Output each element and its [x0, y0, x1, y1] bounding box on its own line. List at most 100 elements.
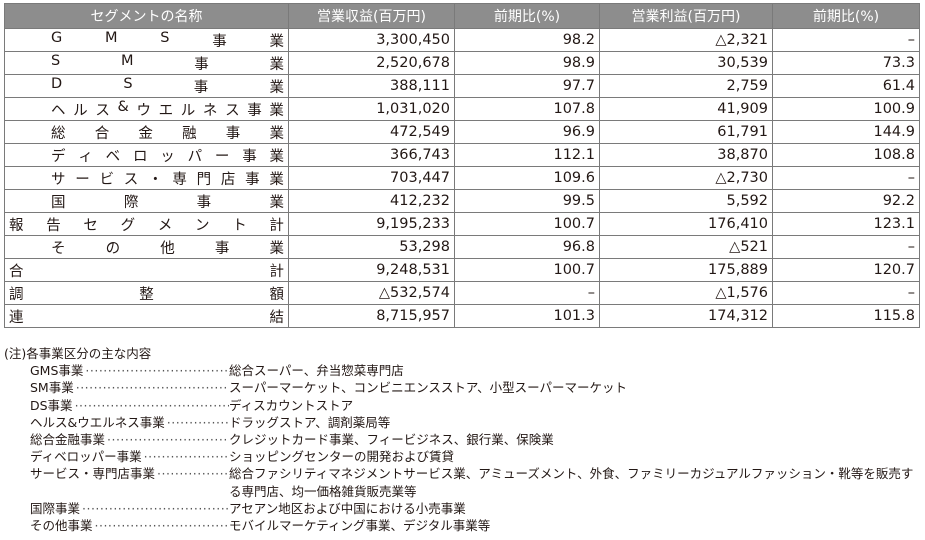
notes-section: (注)各事業区分の主な内容 GMS事業 ·····················…	[2, 345, 922, 534]
profit-yoy-cell: 120.7	[772, 258, 920, 282]
revenue-cell: 53,298	[288, 235, 455, 259]
operating-profit-cell: 176,410	[599, 212, 773, 236]
operating-profit-cell: 175,889	[599, 258, 773, 282]
note-description: 総合ファシリティマネジメントサービス業、アミューズメント、外食、ファミリーカジュ…	[229, 466, 914, 499]
leader-dots: ········································…	[166, 414, 229, 430]
note-description: 総合スーパー、弁当惣菜専門店	[229, 363, 404, 379]
operating-profit-cell: 5,592	[599, 189, 773, 213]
table-row: 総合金融事業 472,549 96.9 61,791 144.9	[4, 120, 920, 144]
table-row: G M S 事業 3,300,450 98.2 △2,321–	[4, 28, 920, 52]
note-item: ディベロッパー事業·······························…	[2, 448, 922, 465]
operating-profit-cell: 30,539	[599, 51, 773, 75]
profit-yoy-cell: 144.9	[772, 120, 920, 144]
note-term: ヘルス&ウエルネス事業	[30, 414, 165, 430]
table-row: D S 事業 388,111 97.7 2,759 61.4	[4, 74, 920, 98]
segment-name-cell: 合計	[4, 258, 289, 282]
note-description: ドラッグストア、調剤薬局等	[229, 414, 391, 430]
header-revenue-yoy: 前期比(%)	[454, 3, 600, 29]
table-row: S M 事業 2,520,678 98.9 30,539 73.3	[4, 51, 920, 75]
leader-dots: ········································…	[143, 449, 229, 465]
revenue-cell: 9,248,531	[288, 258, 455, 282]
note-item: サービス・専門店事業······························…	[2, 465, 922, 499]
operating-profit-cell: 174,312	[599, 304, 773, 328]
note-term-cell: SM事業····································…	[2, 379, 229, 396]
revenue-yoy-cell: 97.7	[454, 74, 600, 98]
table-row: ディベロッパー事業 366,743 112.1 38,870 108.8	[4, 143, 920, 167]
note-item: GMS事業···································…	[2, 362, 922, 379]
note-item: 国際事業····································…	[2, 500, 922, 517]
revenue-cell: 703,447	[288, 166, 455, 190]
table-row: 合計 9,248,531 100.7 175,889 120.7	[4, 258, 920, 282]
segment-name-cell: 調整額	[4, 281, 289, 305]
table-row: 報告セグメント計 9,195,233 100.7 176,410 123.1	[4, 212, 920, 236]
note-term-cell: サービス・専門店事業······························…	[2, 465, 229, 499]
revenue-cell: 9,195,233	[288, 212, 455, 236]
segment-name-cell: 報告セグメント計	[4, 212, 289, 236]
segment-name: 調整額	[9, 286, 284, 303]
revenue-cell: 1,031,020	[288, 97, 455, 121]
profit-yoy-cell: –	[772, 235, 920, 259]
table-row: 国際事業 412,232 99.5 5,592 92.2	[4, 189, 920, 213]
segment-name: 合計	[9, 263, 284, 280]
segment-name: 連結	[9, 309, 284, 326]
profit-yoy-cell: –	[772, 28, 920, 52]
header-revenue: 営業収益(百万円)	[288, 3, 455, 29]
note-term: GMS事業	[30, 363, 84, 379]
segment-table: セグメントの名称 営業収益(百万円) 前期比(%) 営業利益(百万円) 前期比(…	[4, 3, 920, 328]
note-item: SM事業····································…	[2, 379, 922, 396]
note-term: ディベロッパー事業	[30, 449, 142, 465]
profit-yoy-cell: 115.8	[772, 304, 920, 328]
operating-profit-cell: △2,730	[599, 166, 773, 190]
note-description: アセアン地区および中国における小売事業	[229, 500, 466, 516]
revenue-yoy-cell: 107.8	[454, 97, 600, 121]
note-term-cell: ディベロッパー事業·······························…	[2, 448, 229, 465]
profit-yoy-cell: 108.8	[772, 143, 920, 167]
operating-profit-cell: △2,321	[599, 28, 773, 52]
revenue-yoy-cell: 112.1	[454, 143, 600, 167]
revenue-yoy-cell: 101.3	[454, 304, 600, 328]
note-term: SM事業	[30, 380, 74, 396]
note-term: DS事業	[30, 397, 73, 413]
revenue-cell: 2,520,678	[288, 51, 455, 75]
leader-dots: ········································…	[75, 380, 229, 396]
segment-name: サービス・専門店事業	[51, 171, 284, 188]
leader-dots: ········································…	[74, 397, 229, 413]
table-row: 連結 8,715,957 101.3 174,312 115.8	[4, 304, 920, 328]
segment-name-cell: その他事業	[4, 235, 289, 259]
profit-yoy-cell: 61.4	[772, 74, 920, 98]
note-item: 総合金融事業··································…	[2, 431, 922, 448]
segment-name: 国際事業	[51, 194, 284, 211]
revenue-yoy-cell: 98.9	[454, 51, 600, 75]
note-description: モバイルマーケティング事業、デジタル事業等	[229, 518, 491, 534]
profit-yoy-cell: 123.1	[772, 212, 920, 236]
notes-heading: (注)各事業区分の主な内容	[4, 346, 152, 361]
revenue-yoy-cell: 99.5	[454, 189, 600, 213]
note-item: DS事業····································…	[2, 397, 922, 414]
segment-name-cell: ディベロッパー事業	[4, 143, 289, 167]
segment-name: 総合金融事業	[51, 125, 284, 142]
revenue-cell: △532,574	[288, 281, 455, 305]
note-term-cell: その他事業···································…	[2, 517, 229, 534]
table-row: サービス・専門店事業 703,447 109.6 △2,730–	[4, 166, 920, 190]
note-term-cell: 総合金融事業··································…	[2, 431, 229, 448]
revenue-cell: 366,743	[288, 143, 455, 167]
segment-name-cell: ヘルス & ウエルネス事業	[4, 97, 289, 121]
revenue-cell: 472,549	[288, 120, 455, 144]
table-row: その他事業 53,298 96.8 △521–	[4, 235, 920, 259]
operating-profit-cell: 38,870	[599, 143, 773, 167]
profit-yoy-cell: 73.3	[772, 51, 920, 75]
note-term-cell: DS事業····································…	[2, 397, 229, 414]
leader-dots: ········································…	[107, 432, 229, 448]
operating-profit-cell: △521	[599, 235, 773, 259]
note-term-cell: 国際事業····································…	[2, 500, 229, 517]
note-term: その他事業	[30, 518, 93, 534]
operating-profit-cell: 2,759	[599, 74, 773, 98]
segment-name-cell: 国際事業	[4, 189, 289, 213]
note-description: スーパーマーケット、コンビニエンスストア、小型スーパーマーケット	[229, 380, 628, 396]
segment-name: ディベロッパー事業	[51, 148, 284, 165]
